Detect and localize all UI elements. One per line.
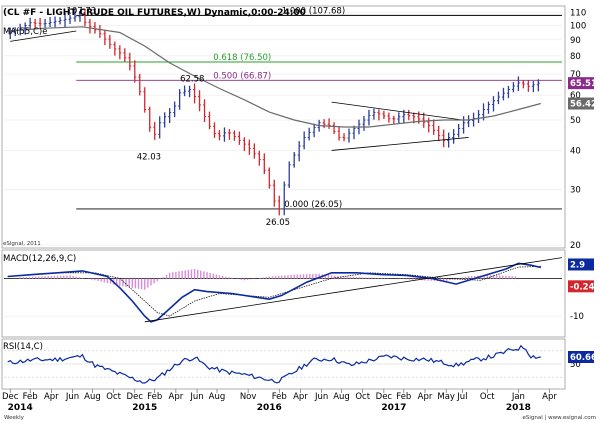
wedge-lower-line — [331, 137, 469, 151]
fib-level-label: 0.500 (66.87) — [213, 71, 271, 81]
x-year-label: 2016 — [257, 403, 282, 413]
macd-trendline — [144, 257, 563, 323]
macd-line — [7, 262, 541, 323]
price-gridlines — [4, 12, 562, 246]
footer-credit: eSignal | www.esignal.com — [522, 415, 596, 421]
price-y-tick-label: 90 — [570, 36, 581, 46]
macd-signal-last-tag: -0.24 — [570, 282, 595, 292]
trendline-2014 — [10, 30, 77, 42]
price-panel-frame — [1, 5, 566, 249]
macd-last-tag-bg — [568, 258, 594, 271]
x-tick-label: Jan — [511, 392, 525, 402]
price-panel: 20 30 40 50 60 70 80 90 100 110 1.000 (107.68) 0.6… — [1, 5, 597, 251]
price-y-tick-label: 60 — [570, 91, 581, 101]
x-tick-label: Dec — [376, 392, 393, 402]
chart-title: (CL #F - LIGHT CRUDE OIL FUTURES,W) Dyna… — [3, 8, 306, 18]
x-year-label: 2018 — [506, 403, 531, 413]
x-tick-label: Oct — [480, 392, 495, 402]
x-tick-label: Oct — [106, 392, 121, 402]
price-candles — [8, 9, 540, 216]
last-price-tag-bg — [568, 77, 594, 90]
macd-panel: -10 MACD(12,26,9,C) 2.9 -0.24 — [1, 249, 595, 338]
x-year-label: 2017 — [381, 403, 406, 413]
macd-last-tag: 2.9 — [570, 260, 585, 270]
macd-title: MACD(12,26,9,C) — [3, 254, 76, 264]
rsi-panel: 50 RSI(14,C) 60.66 — [1, 338, 597, 390]
rsi-gridlines: 50 — [4, 350, 581, 378]
price-y-tick-label: 100 — [570, 21, 586, 31]
price-y-tick-label: 30 — [570, 186, 581, 196]
macd-histogram — [19, 268, 516, 290]
x-tick-label: Jun — [189, 392, 203, 402]
x-tick-label: Jun — [65, 392, 79, 402]
trend-lines — [10, 30, 469, 151]
ma-indicator-label: MA(55,C)e — [3, 27, 47, 37]
rsi-y-tick-label: 50 — [570, 360, 581, 370]
x-tick-label: Feb — [147, 392, 162, 402]
ma-line — [7, 26, 541, 128]
price-y-tick-label: 80 — [570, 52, 581, 62]
footer-weekly: Weekly — [4, 415, 25, 421]
ma-group — [7, 26, 541, 128]
price-y-tick-label: 40 — [570, 146, 581, 156]
price-point-label: 42.03 — [137, 153, 161, 163]
x-tick-label: May — [437, 392, 455, 402]
price-y-axis: 20 30 40 50 60 70 80 90 100 110 — [570, 8, 586, 251]
last-ma-tag-bg — [568, 97, 594, 110]
x-tick-label: Jun — [314, 392, 328, 402]
x-tick-label: Nov — [240, 392, 257, 402]
watermark: eSignal, 2011 — [3, 241, 41, 247]
macd-panel-frame — [1, 249, 566, 338]
price-point-label: 107.73 — [66, 6, 96, 16]
price-value-tags: 65.51 56.42 — [568, 77, 597, 110]
x-tick-label: Jul — [456, 392, 467, 402]
x-tick-label: Aug — [84, 392, 101, 402]
x-axis: Dec Feb Apr Jun Aug Oct Dec Feb Apr Jun Aug Nov Feb A… — [2, 389, 557, 413]
last-price-tag: 65.51 — [570, 79, 597, 89]
x-tick-label: Feb — [23, 392, 38, 402]
x-tick-label: Feb — [272, 392, 287, 402]
x-year-label: 2015 — [132, 403, 157, 413]
price-annotations: 107.73 62.58 42.03 26.05 — [66, 6, 290, 228]
fib-level-label: 0.618 (76.50) — [213, 53, 271, 63]
macd-signal-line — [7, 265, 541, 317]
fib-level-label: 0.000 (26.05) — [284, 200, 342, 210]
price-y-tick-label: 110 — [570, 8, 586, 18]
fibonacci-levels: 1.000 (107.68) 0.618 (76.50) 0.500 (66.87)… — [76, 6, 562, 210]
rsi-last-tag: 60.66 — [570, 353, 597, 363]
macd-signal-last-tag-bg — [568, 280, 594, 293]
x-tick-label: Apr — [44, 392, 59, 402]
rsi-value-tags: 60.66 — [568, 350, 597, 363]
x-tick-label: Aug — [333, 392, 350, 402]
price-y-tick-label: 50 — [570, 116, 581, 126]
last-ma-tag: 56.42 — [570, 100, 597, 110]
x-tick-label: Feb — [396, 392, 411, 402]
price-y-tick-label: 20 — [570, 241, 581, 251]
wedge-upper-line — [331, 101, 463, 121]
rsi-last-tag-bg — [568, 350, 594, 363]
x-year-label: 2014 — [8, 403, 33, 413]
x-tick-label: Apr — [542, 392, 557, 402]
x-tick-label: Dec — [2, 392, 19, 402]
x-tick-label: Aug — [209, 392, 226, 402]
price-point-label: 26.05 — [266, 218, 290, 228]
price-point-label: 62.58 — [180, 74, 204, 84]
x-tick-label: Dec — [127, 392, 144, 402]
macd-lines — [7, 257, 563, 323]
x-tick-label: Apr — [293, 392, 308, 402]
x-tick-label: Apr — [169, 392, 184, 402]
rsi-line — [7, 344, 541, 384]
x-tick-label: Apr — [418, 392, 433, 402]
rsi-series-line — [7, 344, 541, 384]
rsi-title: RSI(14,C) — [3, 342, 43, 352]
price-y-tick-label: 70 — [570, 70, 581, 80]
fib-level-label: 1.000 (107.68) — [282, 6, 345, 16]
macd-y-tick-label: -10 — [570, 312, 584, 322]
macd-value-tags: 2.9 -0.24 — [568, 258, 595, 293]
x-tick-label: Oct — [355, 392, 370, 402]
